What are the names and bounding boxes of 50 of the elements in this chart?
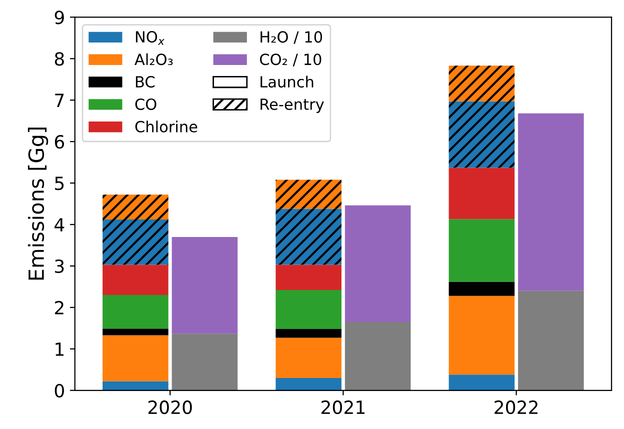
bar (448, 66, 515, 102)
bar (448, 219, 515, 282)
bar (102, 264, 168, 296)
bar (448, 282, 515, 296)
bar (102, 335, 168, 382)
x-tick-label: 2022 (494, 400, 538, 414)
bar (276, 378, 342, 390)
y-tick-label: 4 (54, 218, 64, 232)
y-tick-label: 9 (54, 10, 64, 24)
legend-label: Chlorine (135, 120, 198, 132)
bar (102, 328, 168, 336)
y-axis-title: Emissions [Gg] (28, 128, 48, 280)
x-tick-label: 2021 (322, 400, 365, 414)
annotation: Launch (260, 76, 314, 88)
legend-label: BC (136, 76, 155, 88)
bar (276, 180, 342, 209)
bar (102, 194, 168, 220)
bar (276, 290, 342, 330)
bar (172, 334, 238, 390)
bar (518, 113, 584, 291)
legend-label: CO (135, 98, 156, 110)
bar (276, 264, 342, 290)
bar (276, 329, 342, 338)
y-tick-label: 2 (54, 300, 64, 314)
legend-label: Al₂O₃ (134, 53, 173, 66)
y-tick-label: 0 (54, 384, 64, 398)
y-tick-label: 6 (54, 135, 64, 149)
y-tick-label: 7 (55, 94, 64, 107)
y-tick-label: 3 (55, 259, 64, 274)
bar (102, 295, 168, 329)
y-tick-label: 5 (55, 176, 64, 190)
y-tick-label: 8 (54, 52, 64, 66)
bar (448, 374, 515, 390)
bar (172, 236, 238, 334)
legend-label: H₂O / 10 (260, 31, 322, 44)
y-tick-label: 1 (56, 342, 64, 356)
bar (518, 290, 584, 390)
bar (448, 296, 515, 375)
bar (344, 205, 411, 322)
bar (102, 381, 168, 390)
bar (448, 168, 515, 220)
bar (448, 101, 515, 168)
annotation: Re-entry (260, 98, 324, 113)
bar (276, 338, 342, 378)
legend-label: NO$_{x}$ (136, 31, 164, 45)
legend-label: CO₂ / 10 (260, 54, 322, 66)
bar (102, 220, 168, 265)
bar (276, 208, 342, 265)
x-tick-label: 2020 (148, 400, 192, 414)
bar (344, 322, 411, 390)
